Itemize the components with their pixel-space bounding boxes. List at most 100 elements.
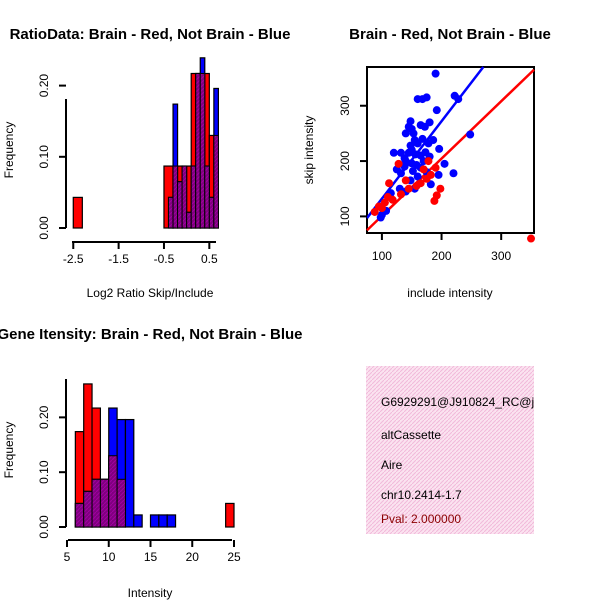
intensity-histogram-ylabel: Frequency: [2, 422, 16, 479]
ratio-histogram: RatioData: Brain - Red, Not Brain - Blue…: [2, 26, 290, 300]
p1-overlap-bar: [208, 196, 215, 229]
scatter-x-tick-label: 200: [432, 249, 452, 263]
not-brain-point: [408, 167, 417, 176]
p1-x-tick-label: -1.5: [108, 252, 129, 266]
not-brain-point: [449, 169, 458, 178]
ratio-histogram-y-ticks: 0.00 0.10 0.20: [37, 74, 66, 240]
scatter-y-tick-label: 100: [338, 206, 352, 226]
not-brain-point: [389, 148, 398, 157]
p1-y-tick-label: 0.20: [37, 74, 51, 98]
not-brain-point: [422, 93, 431, 102]
p3-overlap-bar: [83, 490, 93, 528]
p3-overlap-bar: [91, 478, 101, 528]
intensity-histogram-y-ticks: 0.00 0.10 0.20: [37, 405, 66, 539]
probe-id-text: G6929291@J910824_RC@j_at: [381, 395, 551, 409]
intensity-histogram-bars: [74, 383, 235, 528]
p1-overlap-bar: [186, 211, 192, 229]
not-brain-point: [413, 172, 422, 181]
brain-point: [396, 190, 405, 199]
p1-y-tick-label: 0.00: [37, 216, 51, 240]
p3-not-brain-bar: [149, 514, 160, 528]
intensity-scatter: Brain - Red, Not Brain - Blue 100200300 …: [302, 26, 551, 300]
brain-point: [430, 196, 439, 205]
scatter-x-tick-label: 300: [491, 249, 511, 263]
p3-x-tick-label: 10: [102, 550, 116, 564]
ratio-histogram-title: RatioData: Brain - Red, Not Brain - Blue: [10, 26, 291, 43]
brain-point: [527, 234, 536, 243]
p3-x-tick-label: 20: [186, 550, 200, 564]
not-brain-point: [434, 170, 443, 179]
scatter-y-ticks: 100 200 300: [338, 95, 367, 226]
p1-brain-bar: [72, 196, 83, 229]
p3-not-brain-bar: [133, 514, 143, 528]
scatter-title: Brain - Red, Not Brain - Blue: [349, 26, 551, 43]
p3-x-tick-label: 25: [227, 550, 241, 564]
p3-y-tick-label: 0.10: [37, 460, 51, 484]
scatter-plot-frame: [366, 66, 535, 234]
not-brain-point: [377, 210, 386, 219]
p1-overlap-bar: [199, 72, 206, 229]
p1-overlap-bar: [168, 196, 174, 229]
not-brain-point: [435, 144, 444, 153]
scatter-ylabel: skip intensity: [302, 116, 316, 185]
not-brain-point: [432, 106, 441, 115]
p1-overlap-bar: [195, 72, 201, 229]
brain-point: [436, 184, 445, 193]
intensity-histogram-x-ticks: 5 10 15 20 25: [64, 540, 241, 564]
brain-point: [383, 193, 392, 202]
intensity-histogram: Gene Itensity: Brain - Red, Not Brain - …: [0, 326, 303, 600]
p3-y-tick-label: 0.00: [37, 515, 51, 539]
ratio-histogram-xlabel: Log2 Ratio Skip/Include: [87, 286, 214, 300]
brain-point: [431, 163, 440, 172]
p3-not-brain-bar: [166, 514, 177, 528]
ratio-histogram-ylabel: Frequency: [2, 122, 16, 179]
brain-point: [416, 179, 425, 188]
p1-y-tick-label: 0.10: [37, 145, 51, 169]
not-brain-point: [425, 118, 434, 127]
scatter-regression-lines: [366, 66, 535, 232]
not-brain-point: [454, 95, 463, 104]
not-brain-point: [429, 136, 438, 145]
p1-overlap-bar: [172, 165, 179, 229]
intensity-histogram-xlabel: Intensity: [128, 586, 173, 600]
p3-overlap-bar: [74, 502, 85, 528]
brain-point: [419, 165, 428, 174]
scatter-y-tick-label: 300: [338, 95, 352, 115]
p1-x-tick-label: -2.5: [63, 252, 84, 266]
brain-point: [404, 184, 413, 193]
brain-point: [370, 207, 379, 216]
event-type-text: altCassette: [381, 428, 441, 442]
brain-point: [424, 157, 433, 166]
brain-point: [401, 176, 410, 185]
p3-brain-bar: [225, 502, 235, 528]
p3-x-tick-label: 15: [144, 550, 158, 564]
pval-text: Pval: 2.000000: [381, 512, 461, 526]
brain-regression-line: [366, 68, 535, 232]
not-brain-point: [418, 134, 427, 143]
p1-overlap-bar: [190, 165, 197, 229]
not-brain-point: [396, 169, 405, 178]
probe-info-background: [366, 366, 534, 534]
ratio-histogram-bars: [72, 57, 219, 229]
brain-point: [422, 174, 431, 183]
not-brain-point: [466, 130, 475, 139]
scatter-xlabel: include intensity: [407, 286, 492, 300]
p3-overlap-bar: [108, 455, 118, 528]
p1-x-tick-label: -0.5: [154, 252, 175, 266]
p1-overlap-bar: [213, 134, 219, 229]
scatter-y-tick-label: 200: [338, 151, 352, 171]
not-brain-point: [440, 159, 449, 168]
gene-name-text: Aire: [381, 458, 403, 472]
p3-not-brain-bar: [124, 418, 135, 528]
p1-overlap-bar: [204, 165, 210, 229]
p3-x-tick-label: 5: [64, 550, 71, 564]
not-brain-point: [426, 180, 435, 189]
not-brain-point: [401, 129, 410, 138]
p3-y-tick-label: 0.20: [37, 405, 51, 429]
brain-point: [377, 204, 386, 213]
not-brain-point: [409, 129, 418, 138]
ratio-histogram-x-ticks: -2.5 -1.5 -0.5 0.5: [63, 242, 218, 266]
p3-overlap-bar: [99, 478, 110, 528]
not-brain-point: [431, 69, 440, 78]
